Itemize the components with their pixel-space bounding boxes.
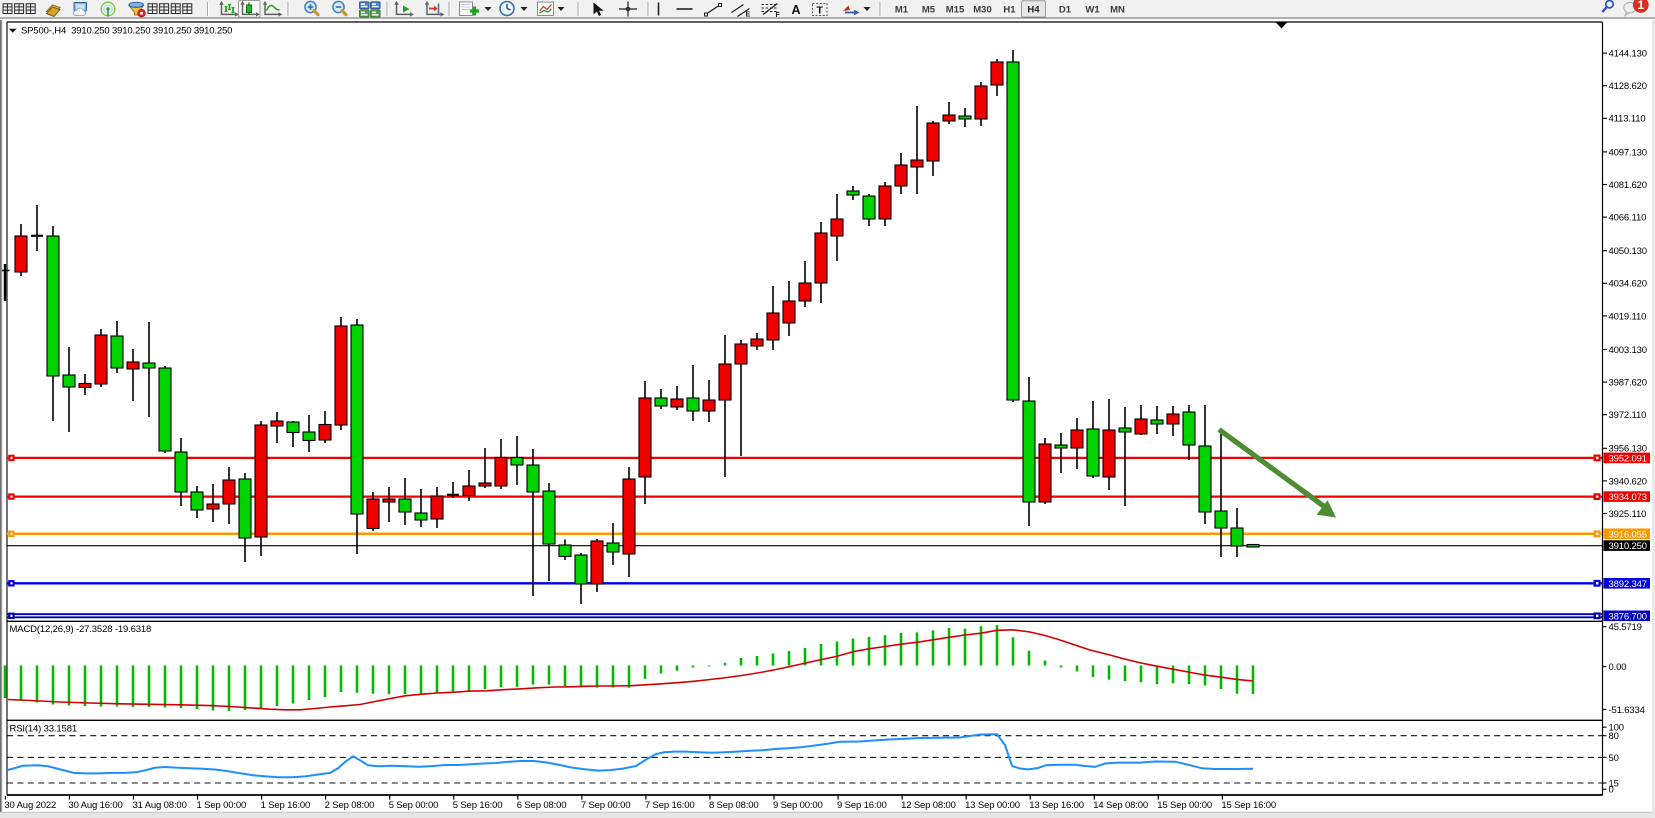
svg-text:4081.620: 4081.620: [1609, 180, 1647, 191]
svg-text:MACD(12,26,9) -27.3528 -19.631: MACD(12,26,9) -27.3528 -19.6318: [10, 624, 152, 635]
svg-text:4144.130: 4144.130: [1609, 49, 1647, 60]
svg-text:4019.110: 4019.110: [1609, 311, 1647, 322]
svg-text:H1: H1: [1003, 5, 1016, 16]
svg-text:3925.110: 3925.110: [1609, 509, 1647, 520]
svg-text:4066.110: 4066.110: [1609, 213, 1647, 224]
svg-text:80: 80: [1609, 731, 1619, 742]
svg-text:M15: M15: [946, 5, 965, 16]
svg-text:15: 15: [1609, 778, 1619, 789]
svg-text:6 Sep 08:00: 6 Sep 08:00: [517, 800, 567, 811]
svg-text:45.5719: 45.5719: [1609, 622, 1642, 633]
svg-text:1 Sep 00:00: 1 Sep 00:00: [197, 800, 247, 811]
svg-text:0.00: 0.00: [1609, 662, 1627, 673]
svg-text:3987.620: 3987.620: [1609, 378, 1647, 389]
svg-text:M1: M1: [895, 5, 909, 16]
svg-text:30 Aug 2022: 30 Aug 2022: [4, 800, 56, 811]
svg-text:12 Sep 08:00: 12 Sep 08:00: [901, 800, 956, 811]
svg-text:3916.055: 3916.055: [1609, 529, 1647, 540]
svg-text:SP500-,H4 3910.250 3910.250 3: SP500-,H4 3910.250 3910.250 3910.250 391…: [21, 26, 232, 37]
svg-text:M30: M30: [973, 5, 991, 16]
svg-text:MN: MN: [1110, 5, 1125, 16]
svg-text:3876.700: 3876.700: [1609, 611, 1647, 622]
svg-text:3940.620: 3940.620: [1609, 476, 1647, 487]
svg-text:H4: H4: [1027, 5, 1040, 16]
svg-text:15 Sep 16:00: 15 Sep 16:00: [1221, 800, 1276, 811]
svg-text:RSI(14) 33.1581: RSI(14) 33.1581: [10, 724, 77, 735]
svg-text:5 Sep 16:00: 5 Sep 16:00: [453, 800, 503, 811]
svg-text:13 Sep 00:00: 13 Sep 00:00: [965, 800, 1020, 811]
svg-text:E: E: [746, 12, 751, 19]
svg-text:30 Aug 16:00: 30 Aug 16:00: [68, 800, 122, 811]
svg-text:15 Sep 00:00: 15 Sep 00:00: [1157, 800, 1212, 811]
svg-text:F: F: [776, 12, 781, 19]
svg-text:3892.347: 3892.347: [1609, 579, 1647, 590]
svg-text:M5: M5: [922, 5, 936, 16]
svg-text:3952.091: 3952.091: [1609, 454, 1647, 465]
svg-text:2 Sep 08:00: 2 Sep 08:00: [325, 800, 375, 811]
svg-text:3934.073: 3934.073: [1609, 492, 1647, 503]
svg-text:9 Sep 00:00: 9 Sep 00:00: [773, 800, 823, 811]
svg-text:3956.130: 3956.130: [1609, 444, 1647, 455]
svg-text:50: 50: [1609, 753, 1619, 764]
svg-text:4113.110: 4113.110: [1609, 114, 1646, 125]
svg-text:13 Sep 16:00: 13 Sep 16:00: [1029, 800, 1084, 811]
svg-text:9 Sep 16:00: 9 Sep 16:00: [837, 800, 887, 811]
svg-text:W1: W1: [1085, 5, 1100, 16]
svg-text:3972.110: 3972.110: [1609, 410, 1647, 421]
svg-text:31 Aug 08:00: 31 Aug 08:00: [133, 800, 187, 811]
svg-text:7 Sep 00:00: 7 Sep 00:00: [581, 800, 631, 811]
svg-text:T: T: [817, 5, 824, 17]
svg-text:14 Sep 08:00: 14 Sep 08:00: [1093, 800, 1148, 811]
svg-text:3910.250: 3910.250: [1609, 541, 1647, 552]
svg-text:4128.620: 4128.620: [1609, 81, 1647, 92]
svg-text:-51.6334: -51.6334: [1609, 705, 1645, 716]
svg-text:A: A: [792, 3, 801, 17]
svg-text:1: 1: [1638, 0, 1645, 12]
svg-text:4034.620: 4034.620: [1609, 279, 1647, 290]
svg-text:4003.130: 4003.130: [1609, 345, 1647, 356]
svg-text:100: 100: [1609, 723, 1624, 734]
svg-text:5 Sep 00:00: 5 Sep 00:00: [389, 800, 439, 811]
svg-text:0: 0: [1609, 785, 1614, 796]
svg-text:4097.130: 4097.130: [1609, 147, 1647, 158]
svg-text:8 Sep 08:00: 8 Sep 08:00: [709, 800, 759, 811]
svg-text:7 Sep 16:00: 7 Sep 16:00: [645, 800, 695, 811]
svg-text:1 Sep 16:00: 1 Sep 16:00: [261, 800, 311, 811]
svg-text:4050.130: 4050.130: [1609, 246, 1647, 257]
svg-text:D1: D1: [1059, 5, 1072, 16]
